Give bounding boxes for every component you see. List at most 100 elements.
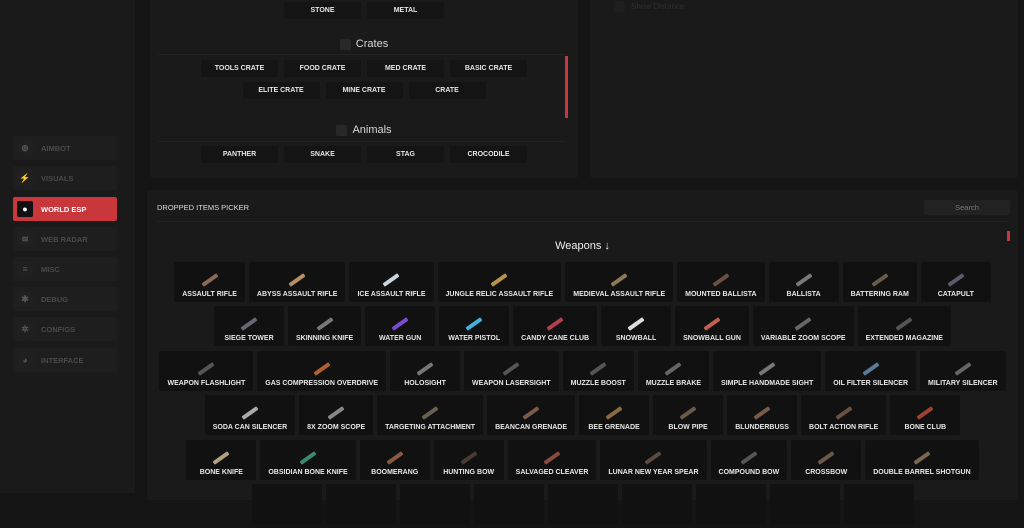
item-icon <box>712 273 730 287</box>
sidebar-item-debug[interactable]: ✱ DEBUG <box>13 287 117 311</box>
item-tile[interactable]: MUZZLE BRAKE <box>637 350 710 391</box>
item-tile[interactable]: GAS COMPRESSION OVERDRIVE <box>257 350 387 391</box>
item-tile[interactable]: WATER PISTOL <box>439 306 510 347</box>
item-tile[interactable]: EXTENDED MAGAZINE <box>857 306 951 347</box>
item-tile[interactable] <box>399 483 470 524</box>
item-tile[interactable]: WEAPON LASERSIGHT <box>464 350 559 391</box>
item-tile[interactable]: BOLT ACTION RIFLE <box>801 395 887 436</box>
search-input[interactable] <box>924 200 1010 215</box>
item-label: SNOWBALL <box>615 335 657 343</box>
item-tile[interactable] <box>621 483 692 524</box>
item-icon <box>817 450 835 465</box>
item-tile[interactable]: SALVAGED CLEAVER <box>507 439 597 480</box>
item-tile[interactable]: HOLOSIGHT <box>390 350 461 391</box>
item-tile[interactable]: WEAPON FLASHLIGHT <box>159 350 254 391</box>
sidebar-item-configs[interactable]: ✲ CONFIGS <box>13 317 117 341</box>
sidebar-item-misc[interactable]: ≡ MISC <box>13 257 117 281</box>
item-tile[interactable]: MILITARY SILENCER <box>920 350 1006 391</box>
item-tile[interactable] <box>547 483 618 524</box>
item-tile[interactable]: ICE ASSAULT RIFLE <box>349 262 434 302</box>
chip-crocodile[interactable]: CROCODILE <box>450 146 527 163</box>
item-tile[interactable]: BALLISTA <box>768 262 839 302</box>
item-tile[interactable]: SKINNING KNIFE <box>288 306 362 347</box>
item-tile[interactable]: CROSSBOW <box>791 439 862 480</box>
category-header-weapons[interactable]: Weapons ↓ <box>555 240 610 252</box>
item-tile[interactable] <box>251 483 322 524</box>
item-tile[interactable]: SNOWBALL <box>601 306 672 347</box>
animals-checkbox[interactable] <box>336 124 348 136</box>
item-tile[interactable]: BLUNDERBUSS <box>727 395 798 436</box>
item-tile[interactable]: SODA CAN SILENCER <box>204 395 296 436</box>
item-tile[interactable]: LUNAR NEW YEAR SPEAR <box>600 439 707 480</box>
item-icon <box>954 361 972 376</box>
item-tile[interactable]: COMPOUND BOW <box>710 439 788 480</box>
item-label: BEE GRENADE <box>588 424 640 432</box>
item-tile[interactable]: VARIABLE ZOOM SCOPE <box>752 306 854 347</box>
item-tile[interactable]: SIEGE TOWER <box>214 306 284 347</box>
chip-metal[interactable]: METAL <box>367 2 444 19</box>
item-icon <box>758 361 776 376</box>
item-tile[interactable]: HUNTING BOW <box>433 439 504 480</box>
sidebar-item-visuals[interactable]: ⚡ VISUALS <box>13 166 117 190</box>
item-tile[interactable]: BOOMERANG <box>359 439 430 480</box>
sidebar-item-aimbot[interactable]: ⊕ AIMBOT <box>13 136 117 160</box>
item-tile[interactable] <box>843 483 914 524</box>
item-tile[interactable]: TARGETING ATTACHMENT <box>377 395 484 436</box>
item-tile[interactable]: MOUNTED BALLISTA <box>677 262 765 302</box>
item-tile[interactable]: JUNGLE RELIC ASSAULT RIFLE <box>437 262 562 302</box>
show-distance-option[interactable]: Show Distance <box>614 1 684 12</box>
item-tile[interactable]: ASSAULT RIFLE <box>174 262 245 302</box>
chip-basic-crate[interactable]: BASIC CRATE <box>450 60 527 77</box>
scrollbar[interactable] <box>565 56 568 118</box>
show-distance-checkbox[interactable] <box>614 1 625 12</box>
item-tile[interactable]: MUZZLE BOOST <box>562 350 634 391</box>
item-tile[interactable]: MEDIEVAL ASSAULT RIFLE <box>565 262 674 302</box>
divider <box>158 141 566 142</box>
item-tile[interactable]: BONE CLUB <box>890 395 961 436</box>
chip-mine-crate[interactable]: MINE CRATE <box>325 82 403 99</box>
item-tile[interactable]: BEE GRENADE <box>579 395 650 436</box>
item-tile[interactable]: BONE KNIFE <box>186 439 257 480</box>
item-tile[interactable]: CATAPULT <box>920 262 991 302</box>
chip-tools-crate[interactable]: TOOLS CRATE <box>201 60 278 77</box>
item-tile[interactable] <box>769 483 840 524</box>
chip-panther[interactable]: PANTHER <box>201 146 278 163</box>
item-tile[interactable]: OBSIDIAN BONE KNIFE <box>260 439 356 480</box>
item-tile[interactable] <box>695 483 766 524</box>
sidebar-item-web-radar[interactable]: ≋ WEB RADAR <box>13 227 117 251</box>
item-label: BOOMERANG <box>371 468 419 476</box>
sidebar-item-world-esp[interactable]: ● WORLD ESP <box>13 197 117 221</box>
chip-food-crate[interactable]: FOOD CRATE <box>284 60 361 77</box>
item-icon <box>212 450 230 465</box>
item-label: BLUNDERBUSS <box>735 424 789 432</box>
crates-checkbox[interactable] <box>339 38 351 50</box>
chip-stag[interactable]: STAG <box>367 146 444 163</box>
sidebar-item-interface[interactable]: ◕ INTERFACE <box>13 348 117 372</box>
item-icon <box>299 450 317 465</box>
scrollbar[interactable] <box>1007 231 1010 241</box>
item-tile[interactable]: SNOWBALL GUN <box>675 306 749 347</box>
item-tile[interactable]: WATER GUN <box>365 306 436 347</box>
item-tile[interactable]: OIL FILTER SILENCER <box>825 350 917 391</box>
item-tile[interactable]: BEANCAN GRENADE <box>487 395 576 436</box>
item-tile[interactable]: SIMPLE HANDMADE SIGHT <box>713 350 822 391</box>
chip-crate[interactable]: CRATE <box>408 82 486 99</box>
item-label: OIL FILTER SILENCER <box>833 379 909 387</box>
item-tile[interactable] <box>325 483 396 524</box>
item-icon <box>197 361 215 376</box>
item-tile[interactable]: 8X ZOOM SCOPE <box>299 395 374 436</box>
item-label: HUNTING BOW <box>443 468 495 476</box>
chip-snake[interactable]: SNAKE <box>284 146 361 163</box>
item-tile[interactable]: BATTERING RAM <box>842 262 917 302</box>
item-tile[interactable]: DOUBLE BARREL SHOTGUN <box>865 439 979 480</box>
item-icon <box>795 273 813 287</box>
chip-stone[interactable]: STONE <box>284 2 361 19</box>
sidebar: ⊕ AIMBOT ⚡ VISUALS ● WORLD ESP ≋ WEB RADAR ≡ MISC… <box>0 0 135 493</box>
item-tile[interactable]: CANDY CANE CLUB <box>513 306 598 347</box>
item-tile[interactable]: BLOW PIPE <box>653 395 724 436</box>
item-tile[interactable]: ABYSS ASSAULT RIFLE <box>248 262 346 302</box>
item-tile[interactable] <box>473 483 544 524</box>
chip-elite-crate[interactable]: ELITE CRATE <box>242 82 320 99</box>
chip-med-crate[interactable]: MED CRATE <box>367 60 444 77</box>
item-label: MILITARY SILENCER <box>928 379 998 387</box>
